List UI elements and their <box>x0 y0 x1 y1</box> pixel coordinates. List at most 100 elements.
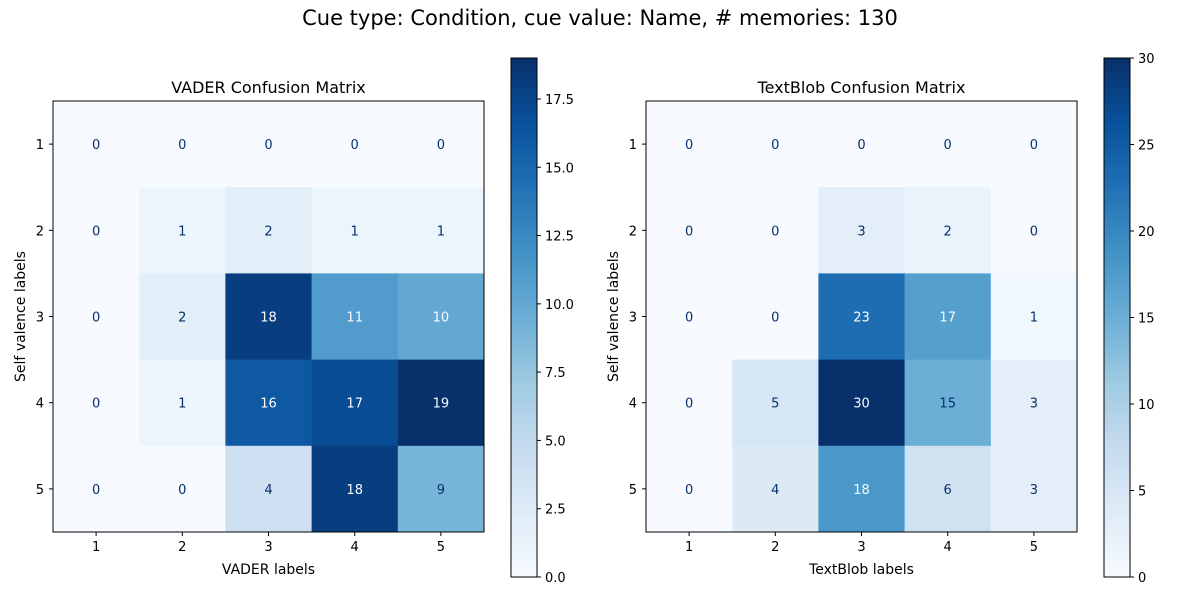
y-tick-label: 2 <box>36 224 44 239</box>
heatmap-cell <box>397 101 485 188</box>
y-tick-label: 4 <box>629 397 637 412</box>
heatmap-cell <box>397 359 485 447</box>
cell-value-label: 0 <box>857 138 865 153</box>
heatmap-cell <box>225 187 313 274</box>
cell-value-label: 11 <box>346 311 363 326</box>
heatmap-cell <box>311 101 399 188</box>
heatmap-cell <box>904 359 992 447</box>
heatmap-cell <box>990 187 1078 274</box>
cell-value-label: 0 <box>685 397 693 412</box>
cell-value-label: 15 <box>939 397 956 412</box>
x-axis-label: VADER labels <box>222 562 315 578</box>
cell-value-label: 16 <box>260 397 277 412</box>
y-tick-label: 1 <box>629 138 637 153</box>
cell-value-label: 0 <box>771 224 779 239</box>
heatmap-cell <box>818 273 906 361</box>
colorbar-tick-label: 15 <box>1138 312 1155 327</box>
cell-value-label: 19 <box>433 397 450 412</box>
cell-value-label: 0 <box>944 138 952 153</box>
y-axis-label: Self valence labels <box>13 251 29 382</box>
cell-value-label: 4 <box>771 483 779 498</box>
heatmap-cell <box>646 359 733 447</box>
y-tick-label: 1 <box>36 138 44 153</box>
cell-value-label: 0 <box>351 138 359 153</box>
x-tick-label: 3 <box>857 540 865 555</box>
cell-value-label: 0 <box>92 483 100 498</box>
colorbar-tick-label: 25 <box>1138 139 1155 154</box>
colorbar-tick-label: 5 <box>1138 485 1146 500</box>
x-tick-label: 4 <box>351 540 359 555</box>
heatmap-cell <box>904 273 992 361</box>
y-tick-label: 5 <box>36 483 44 498</box>
heatmap-cell <box>990 359 1078 447</box>
heatmap-cell <box>225 101 313 188</box>
cell-value-label: 0 <box>92 311 100 326</box>
heatmap-cell <box>225 359 313 447</box>
cell-value-label: 0 <box>685 311 693 326</box>
y-axis-label: Self valence labels <box>606 251 622 382</box>
heatmap-cell <box>732 101 819 188</box>
colorbar-tick-label: 20 <box>1138 225 1155 240</box>
cell-value-label: 0 <box>92 138 100 153</box>
heatmap-cell <box>904 101 992 188</box>
heatmap-cell <box>397 445 485 533</box>
colorbar-tick-label: 5.0 <box>545 434 566 449</box>
heatmap-cell <box>904 445 992 533</box>
colorbar-tick-label: 2.5 <box>545 503 566 518</box>
cell-value-label: 0 <box>92 224 100 239</box>
colorbar <box>511 58 537 577</box>
x-tick-label: 4 <box>944 540 952 555</box>
cell-value-label: 0 <box>1030 224 1038 239</box>
heatmap-cell <box>732 273 819 361</box>
heatmap-cell <box>139 359 226 447</box>
heatmap-cell <box>311 359 399 447</box>
colorbar-tick-label: 10.0 <box>545 298 574 313</box>
heatmap-cell <box>732 187 819 274</box>
heatmap-cell <box>397 187 485 274</box>
heatmap-cell <box>139 101 226 188</box>
y-tick-label: 3 <box>629 311 637 326</box>
heatmap-cell <box>990 273 1078 361</box>
cell-value-label: 0 <box>1030 138 1038 153</box>
colorbar-tick-label: 30 <box>1138 52 1155 67</box>
y-tick-label: 5 <box>629 483 637 498</box>
panel-2: 0 0 0 0 00 0 3 2 00 0 23 17 10 5 30 15 30 4 18 6 31 2 3 4 512345… <box>606 52 1155 586</box>
cell-value-label: 30 <box>853 397 870 412</box>
cell-value-label: 23 <box>853 311 870 326</box>
heatmap-cell <box>990 445 1078 533</box>
heatmap-cell <box>646 273 733 361</box>
cell-value-label: 10 <box>433 311 450 326</box>
x-tick-label: 1 <box>685 540 693 555</box>
cell-value-label: 0 <box>178 483 186 498</box>
y-tick-label: 4 <box>36 397 44 412</box>
heatmap-cell <box>311 187 399 274</box>
cell-value-label: 17 <box>939 311 956 326</box>
cell-value-label: 5 <box>771 397 779 412</box>
cell-value-label: 2 <box>944 224 952 239</box>
heatmap-cell <box>732 359 819 447</box>
cell-value-label: 0 <box>685 483 693 498</box>
cell-value-label: 2 <box>264 224 272 239</box>
cell-value-label: 18 <box>346 483 363 498</box>
x-tick-label: 5 <box>1030 540 1038 555</box>
x-tick-label: 5 <box>437 540 445 555</box>
cell-value-label: 1 <box>178 397 186 412</box>
heatmap-cell <box>225 445 313 533</box>
cell-value-label: 2 <box>178 311 186 326</box>
x-tick-label: 1 <box>92 540 100 555</box>
heatmap-cell <box>53 359 140 447</box>
cell-value-label: 18 <box>260 311 277 326</box>
x-axis-label: TextBlob labels <box>808 562 914 578</box>
chart-title: VADER Confusion Matrix <box>171 78 366 97</box>
x-tick-label: 2 <box>178 540 186 555</box>
heatmap-cell <box>818 445 906 533</box>
cell-value-label: 9 <box>437 483 445 498</box>
heatmap-cell <box>53 101 140 188</box>
cell-value-label: 1 <box>1030 311 1038 326</box>
cell-value-label: 0 <box>178 138 186 153</box>
heatmap-cell <box>818 101 906 188</box>
cell-value-label: 17 <box>346 397 363 412</box>
heatmap-cell <box>139 273 226 361</box>
y-tick-label: 3 <box>36 311 44 326</box>
heatmap-cell <box>53 187 140 274</box>
